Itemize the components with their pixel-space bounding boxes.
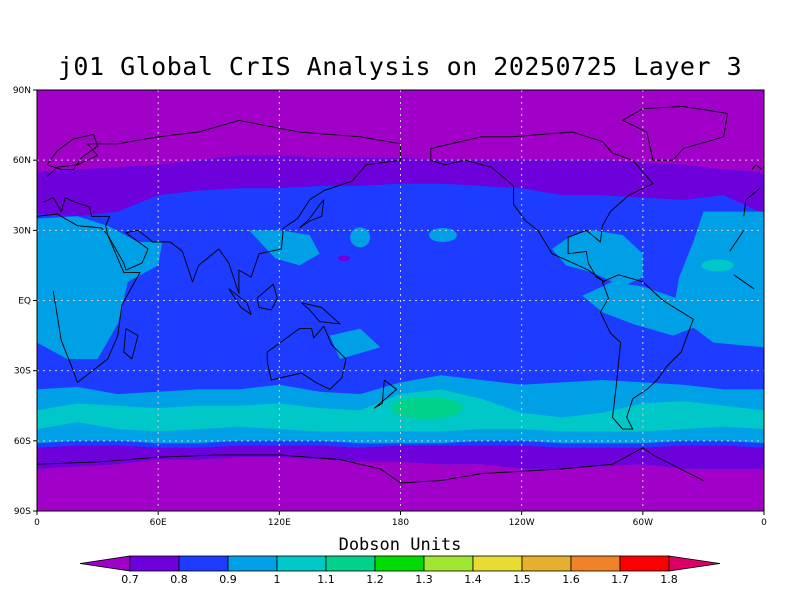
colorbar-swatch (129, 555, 180, 572)
coastline-greenland (622, 105, 729, 161)
field-patch-tropical (673, 211, 764, 348)
colorbar-swatch (521, 555, 572, 572)
coastline-australia (266, 325, 347, 390)
colorbar-label: 1.5 (513, 573, 531, 586)
lon-tick-label: 60W (633, 518, 653, 528)
coastline-scandinavia (46, 133, 99, 170)
coastline-europe_asia (743, 187, 761, 217)
colorbar-swatch (619, 555, 670, 572)
lat-tick-label: 60S (14, 437, 31, 447)
coastline-africa (733, 274, 755, 290)
colorbar-low-arrow (79, 555, 131, 572)
lat-tick-label: 90N (13, 86, 31, 96)
field-patch-tropical (329, 328, 381, 359)
coastline-japan (299, 199, 325, 229)
colorbar-label: 1 (274, 573, 281, 586)
lon-tick-label: 120E (268, 518, 291, 528)
coastline-sumatra (228, 288, 252, 315)
colorbar-label: 1.4 (464, 573, 482, 586)
colorbar-title: Dobson Units (338, 535, 462, 555)
field-patch-small (350, 227, 371, 248)
coastlines (37, 105, 763, 484)
coastline-newguinea (301, 302, 341, 325)
map-title: j01 Global CrIS Analysis on 20250725 Lay… (57, 52, 743, 81)
colorbar-swatch (276, 555, 327, 572)
colorbar-swatch (325, 555, 376, 572)
colorbar-swatch (374, 555, 425, 572)
field-max-south-pacific (390, 397, 463, 420)
lon-tick-label: 60E (150, 518, 167, 528)
lon-tick-label: 0 (34, 518, 40, 528)
field-patch-tropical (582, 281, 704, 336)
lon-tick-label: 0 (761, 518, 767, 528)
coastline-africa (37, 213, 141, 383)
lat-tick-label: 60N (13, 156, 31, 166)
lat-tick-label: 30N (13, 226, 31, 236)
lon-tick-label: 180 (392, 518, 409, 528)
colorbar-label: 1.2 (366, 573, 384, 586)
coastline-nz (373, 379, 397, 409)
coastline-sa (599, 274, 694, 430)
coastline-antarctica (400, 447, 704, 484)
colorbar-label: 0.9 (219, 573, 237, 586)
colorbar-label: 1.1 (317, 573, 335, 586)
colorbar-label: 0.8 (170, 573, 188, 586)
colorbar-swatch (570, 555, 621, 572)
colorbar-label: 1.8 (660, 573, 678, 586)
field-band-sh-polar (37, 457, 764, 511)
coastline-africa (729, 230, 745, 252)
lon-tick-label: 120W (509, 518, 535, 528)
lat-tick-label: 30S (14, 367, 31, 377)
field-band-nh-mid (37, 155, 764, 217)
colorbar-swatch (472, 555, 523, 572)
field-patch-atlantic (701, 259, 734, 272)
coastline-borneo (256, 283, 278, 311)
colorbar-label: 0.7 (121, 573, 139, 586)
lat-tick-label: 90S (14, 507, 31, 517)
coastline-na (430, 131, 654, 283)
coastline-antarctica (37, 454, 401, 484)
field-patch-low (337, 255, 350, 262)
colorbar: 0.7 0.8 0.9 1 1.1 1.2 1.3 1.4 1.5 1.6 1.7 1.8 (79, 555, 721, 586)
colorbar-label: 1.3 (415, 573, 433, 586)
field-band-nh-polar (37, 90, 764, 172)
colorbar-swatch (227, 555, 278, 572)
colorbar-swatch (178, 555, 229, 572)
colorbar-label: 1.7 (611, 573, 629, 586)
colorbar-swatch (423, 555, 474, 572)
field-patch-tropical (37, 216, 163, 359)
field-patch-small (428, 228, 457, 243)
coastline-europe_asia (42, 119, 401, 294)
lat-tick-label: EQ (18, 297, 31, 307)
coastline-madagascar (123, 328, 139, 360)
field-patch-tropical (249, 230, 320, 266)
colorbar-high-arrow (668, 555, 721, 572)
graticule (37, 90, 764, 511)
coastline-britain (751, 164, 763, 170)
field-patch-tropical (552, 230, 643, 287)
colorbar-label: 1.6 (562, 573, 580, 586)
